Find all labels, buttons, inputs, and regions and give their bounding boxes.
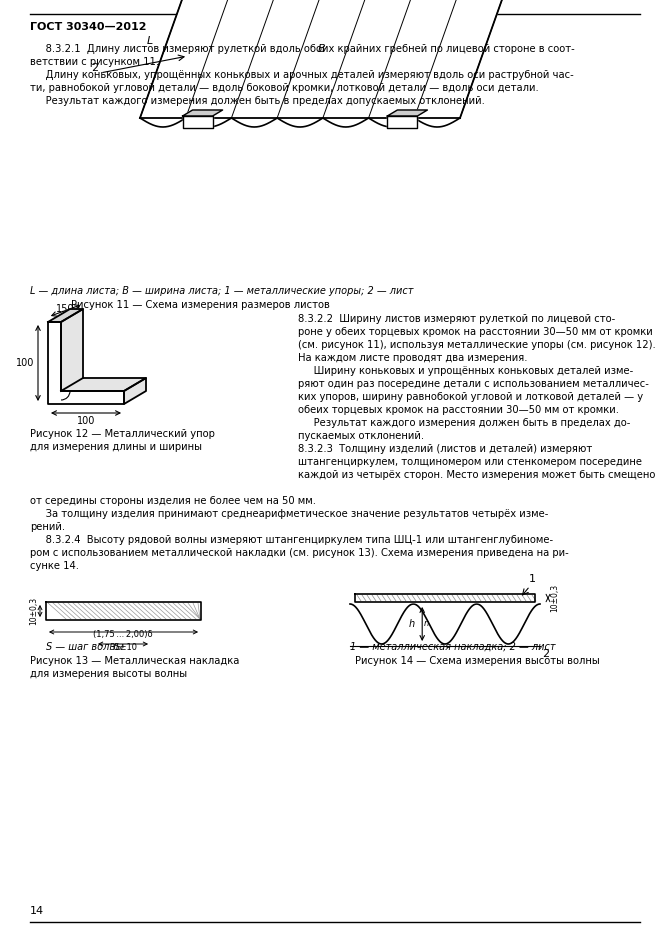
Text: ГОСТ 30340—2012: ГОСТ 30340—2012 xyxy=(30,22,147,32)
Text: для измерения длины и ширины: для измерения длины и ширины xyxy=(30,442,202,452)
Polygon shape xyxy=(182,110,223,116)
Polygon shape xyxy=(140,0,515,118)
Text: n: n xyxy=(424,620,430,628)
Text: За толщину изделия принимают среднеарифметическое значение результатов четырёх и: За толщину изделия принимают среднеарифм… xyxy=(30,509,549,519)
Text: S — шаг волны: S — шаг волны xyxy=(46,642,124,652)
Text: рений.: рений. xyxy=(30,522,65,532)
Text: 100: 100 xyxy=(16,358,34,368)
Text: штангенциркулем, толщиномером или стенкомером посередине: штангенциркулем, толщиномером или стенко… xyxy=(298,457,642,467)
Text: 150: 150 xyxy=(56,304,74,314)
Text: L — длина листа; B — ширина листа; 1 — металлические упоры; 2 — лист: L — длина листа; B — ширина листа; 1 — м… xyxy=(30,286,413,296)
Text: Рисунок 14 — Схема измерения высоты волны: Рисунок 14 — Схема измерения высоты волн… xyxy=(355,656,600,666)
Polygon shape xyxy=(48,309,83,322)
Text: 8.3.2.3  Толщину изделий (листов и деталей) измеряют: 8.3.2.3 Толщину изделий (листов и детале… xyxy=(298,444,592,454)
Polygon shape xyxy=(61,309,146,391)
Text: от середины стороны изделия не более чем на 50 мм.: от середины стороны изделия не более чем… xyxy=(30,496,316,506)
Text: 35±10: 35±10 xyxy=(109,643,137,652)
Polygon shape xyxy=(355,594,535,602)
Text: сунке 14.: сунке 14. xyxy=(30,561,79,571)
Text: Результат каждого измерения должен быть в пределах до-: Результат каждого измерения должен быть … xyxy=(298,418,631,428)
Polygon shape xyxy=(48,322,124,404)
Text: ких упоров, ширину равнобокой угловой и лотковой деталей — у: ких упоров, ширину равнобокой угловой и … xyxy=(298,392,643,402)
Text: обеих торцевых кромок на расстоянии 30—50 мм от кромки.: обеих торцевых кромок на расстоянии 30—5… xyxy=(298,405,619,415)
Text: Ширину коньковых и упрощённых коньковых деталей изме-: Ширину коньковых и упрощённых коньковых … xyxy=(298,366,633,376)
Text: Результат каждого измерения должен быть в пределах допускаемых отклонений.: Результат каждого измерения должен быть … xyxy=(30,96,485,106)
Polygon shape xyxy=(124,378,146,404)
Text: каждой из четырёх сторон. Место измерения может быть смещено: каждой из четырёх сторон. Место измерени… xyxy=(298,470,655,480)
Polygon shape xyxy=(387,110,428,116)
Polygon shape xyxy=(387,116,417,128)
Text: (см. рисунок 11), используя металлические упоры (см. рисунок 12).: (см. рисунок 11), используя металлически… xyxy=(298,340,656,350)
Text: 1: 1 xyxy=(529,574,535,584)
Text: для измерения высоты волны: для измерения высоты волны xyxy=(30,669,187,679)
Text: (1,75 ... 2,00)δ: (1,75 ... 2,00)δ xyxy=(93,630,153,639)
Text: B: B xyxy=(318,43,325,53)
Text: 8.3.2.4  Высоту рядовой волны измеряют штангенциркулем типа ШЦ-1 или штангенглуб: 8.3.2.4 Высоту рядовой волны измеряют шт… xyxy=(30,535,553,545)
Polygon shape xyxy=(182,116,213,128)
Text: 2: 2 xyxy=(91,63,98,73)
Text: 14: 14 xyxy=(30,906,44,916)
Text: ряют один раз посередине детали с использованием металличес-: ряют один раз посередине детали с исполь… xyxy=(298,379,649,389)
Text: 10±0,3: 10±0,3 xyxy=(29,597,38,625)
Text: 8.3.2.2  Ширину листов измеряют рулеткой по лицевой сто-: 8.3.2.2 Ширину листов измеряют рулеткой … xyxy=(298,314,615,324)
Text: 1 — металлическая накладка; 2 — лист: 1 — металлическая накладка; 2 — лист xyxy=(350,642,555,652)
Text: На каждом листе проводят два измерения.: На каждом листе проводят два измерения. xyxy=(298,353,527,363)
Text: роне у обеих торцевых кромок на расстоянии 30—50 мм от кромки: роне у обеих торцевых кромок на расстоян… xyxy=(298,327,653,337)
Text: h: h xyxy=(409,619,415,629)
Text: ти, равнобокой угловой детали — вдоль боковой кромки, лотковой детали — вдоль ос: ти, равнобокой угловой детали — вдоль бо… xyxy=(30,83,539,93)
Text: ром с использованием металлической накладки (см. рисунок 13). Схема измерения пр: ром с использованием металлической накла… xyxy=(30,548,568,558)
Text: 8.3.2.1  Длину листов измеряют рулеткой вдоль обоих крайних гребней по лицевой с: 8.3.2.1 Длину листов измеряют рулеткой в… xyxy=(30,44,575,54)
Text: 90°: 90° xyxy=(64,325,80,334)
Text: 10±0,3: 10±0,3 xyxy=(550,584,559,612)
Text: 100: 100 xyxy=(77,416,95,426)
Text: Рисунок 12 — Металлический упор: Рисунок 12 — Металлический упор xyxy=(30,429,215,439)
Text: 2: 2 xyxy=(542,649,549,659)
Text: L: L xyxy=(146,36,153,46)
Text: ветствии с рисунком 11.: ветствии с рисунком 11. xyxy=(30,57,159,67)
Text: Рисунок 11 — Схема измерения размеров листов: Рисунок 11 — Схема измерения размеров ли… xyxy=(71,300,329,310)
Text: Длину коньковых, упрощённых коньковых и арочных деталей измеряют вдоль оси растр: Длину коньковых, упрощённых коньковых и … xyxy=(30,70,574,80)
Text: Рисунок 13 — Металлическая накладка: Рисунок 13 — Металлическая накладка xyxy=(30,656,239,666)
Text: пускаемых отклонений.: пускаемых отклонений. xyxy=(298,431,424,441)
Polygon shape xyxy=(46,602,201,620)
